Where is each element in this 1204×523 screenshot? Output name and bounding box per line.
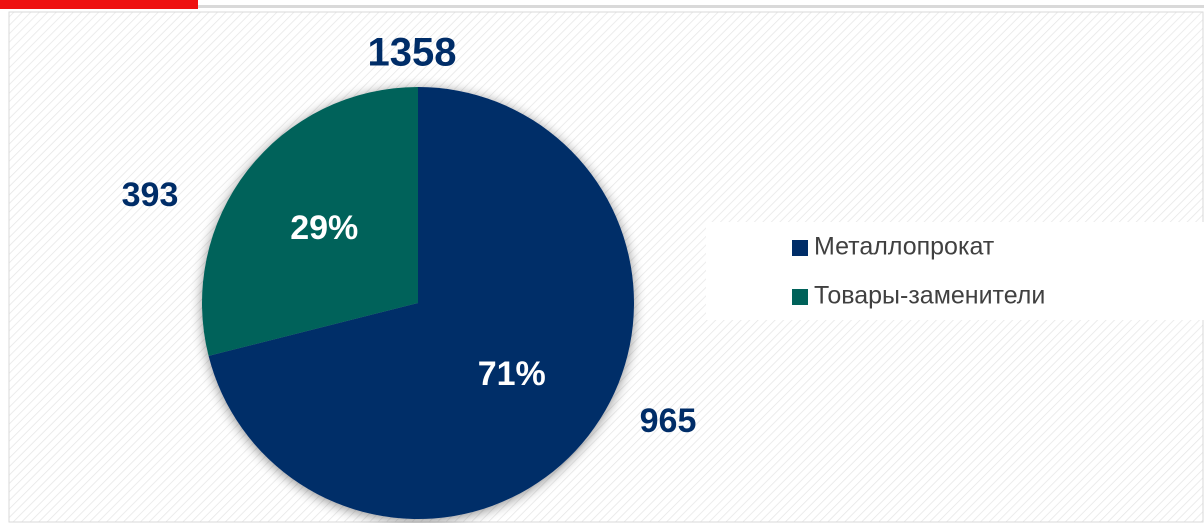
pie-slice bbox=[208, 87, 634, 520]
percent-label: 29% bbox=[290, 209, 358, 247]
legend bbox=[706, 222, 1204, 320]
pie-slice bbox=[201, 87, 418, 356]
legend-swatch bbox=[792, 240, 808, 256]
accent-bar bbox=[0, 0, 198, 9]
value-label: 965 bbox=[640, 402, 697, 440]
header-line bbox=[198, 5, 1204, 8]
value-label: 393 bbox=[122, 176, 179, 214]
percent-label: 71% bbox=[478, 355, 546, 393]
legend-label: Товары-заменители bbox=[814, 282, 1045, 310]
legend-label: Металлопрокат bbox=[814, 233, 995, 261]
legend-swatch bbox=[792, 289, 808, 305]
total-label: 1358 bbox=[368, 31, 457, 75]
pie bbox=[201, 87, 634, 520]
